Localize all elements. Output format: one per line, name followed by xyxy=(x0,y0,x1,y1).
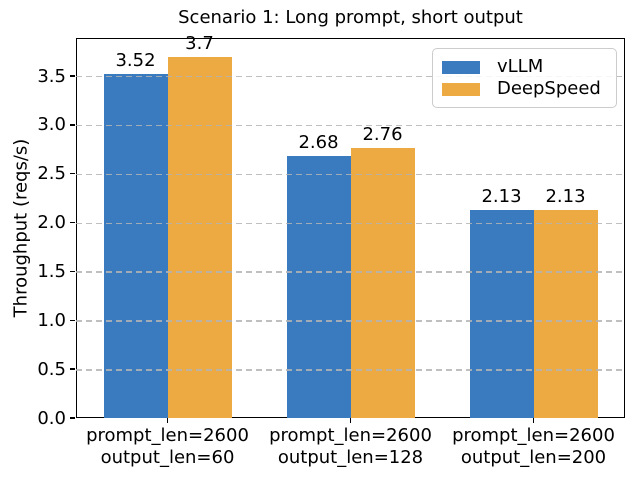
y-tick-label: 2.5 xyxy=(37,163,66,185)
chart-title: Scenario 1: Long prompt, short output xyxy=(178,7,523,28)
legend: vLLM DeepSpeed xyxy=(432,48,617,108)
gridline xyxy=(76,222,625,225)
gridline xyxy=(76,369,625,371)
legend-entry-vllm: vLLM xyxy=(442,56,606,78)
legend-label-deepspeed: DeepSpeed xyxy=(497,78,601,99)
bar-deepspeed-group1 xyxy=(167,56,232,418)
x-tick-label: prompt_len=2600 output_len=60 xyxy=(86,425,249,468)
y-tick-mark xyxy=(70,124,75,126)
y-tick-mark xyxy=(70,319,75,321)
legend-label-vllm: vLLM xyxy=(497,56,544,77)
y-tick-label: 3.0 xyxy=(37,114,66,136)
gridline xyxy=(76,320,625,322)
gridline xyxy=(76,173,625,176)
bar-value-label: 2.13 xyxy=(481,185,522,207)
x-tick-label: prompt_len=2600 output_len=200 xyxy=(452,425,615,468)
gridline xyxy=(76,124,625,127)
bar-vllm-group1 xyxy=(103,74,168,418)
y-tick-mark xyxy=(70,270,75,273)
bar-value-label: 2.76 xyxy=(362,124,403,146)
y-tick-label: 2.0 xyxy=(37,212,66,234)
x-tick-mark xyxy=(532,418,535,423)
y-tick-mark xyxy=(70,221,75,224)
deepspeed-color-swatch xyxy=(442,82,480,96)
bar-value-label: 2.13 xyxy=(545,185,586,207)
legend-entry-deepspeed: DeepSpeed xyxy=(442,78,606,100)
bar-value-label: 2.68 xyxy=(298,132,339,154)
bar-deepspeed-group3 xyxy=(533,209,598,418)
bar-value-label: 3.52 xyxy=(115,50,156,72)
y-tick-label: 1.5 xyxy=(37,260,66,282)
gridline xyxy=(76,76,625,78)
y-tick-label: 0.5 xyxy=(37,358,66,380)
x-tick-mark xyxy=(349,418,352,423)
x-tick-label: prompt_len=2600 output_len=128 xyxy=(269,425,432,468)
y-tick-mark xyxy=(70,75,75,77)
bar-value-label: 3.7 xyxy=(185,32,214,54)
bar-vllm-group3 xyxy=(469,209,534,418)
gridline xyxy=(76,271,625,273)
vllm-color-swatch xyxy=(442,60,480,74)
y-tick-mark xyxy=(70,368,75,370)
y-tick-label: 3.5 xyxy=(37,65,66,87)
bar-deepspeed-group2 xyxy=(350,148,415,418)
y-tick-mark xyxy=(70,173,75,175)
y-tick-label: 0.0 xyxy=(37,407,66,429)
x-tick-mark xyxy=(166,418,169,423)
bar-vllm-group2 xyxy=(286,156,351,418)
y-tick-label: 1.0 xyxy=(37,309,66,331)
y-tick-mark xyxy=(70,417,75,419)
